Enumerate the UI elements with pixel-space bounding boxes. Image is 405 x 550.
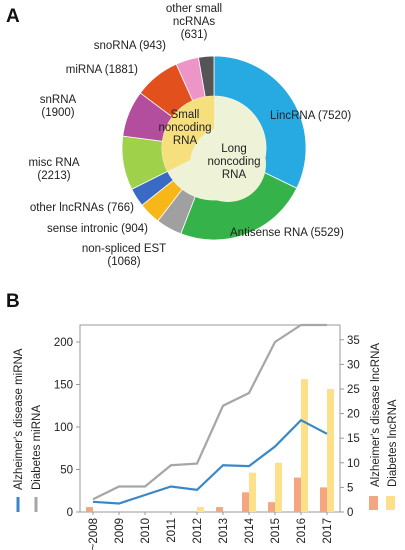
line-alzheimer-s-disease-mirna xyxy=(92,418,328,505)
x-tick-label: ~2008 xyxy=(88,518,100,550)
right-tick-label: 20 xyxy=(347,409,360,421)
legend-label-left: Diabetes miRNA xyxy=(31,405,43,490)
bar-diabetes-lncrna xyxy=(249,472,256,512)
panel-b-label: B xyxy=(6,291,20,312)
x-tick-label: 2017 xyxy=(322,518,334,544)
bar-diabetes-lncrna xyxy=(327,388,334,512)
bar-alzheimer-s-disease-lncrna xyxy=(242,492,249,512)
x-tick-label: 2011 xyxy=(166,518,178,543)
x-tick-label: 2009 xyxy=(114,518,126,544)
bar-alzheimer-s-disease-lncrna xyxy=(216,507,223,512)
right-tick-label: 10 xyxy=(347,458,360,470)
segment-label-snrna: snRNA (1900) xyxy=(40,94,77,119)
left-tick-label: 0 xyxy=(67,507,73,519)
inner-label-long: Long noncoding RNA xyxy=(207,143,260,181)
x-tick-label: 2010 xyxy=(140,518,152,544)
segment-label-snorna: snoRNA (943) xyxy=(94,40,166,52)
x-tick-label: 2013 xyxy=(218,518,230,544)
panel-a-label: A xyxy=(6,6,20,27)
bar-diabetes-lncrna xyxy=(275,462,282,512)
bar-diabetes-lncrna xyxy=(197,507,204,512)
combo-chart: 0 50 100 150 200 0 5 10 15 20 25 30 35 ~2008 2009 2010 2… xyxy=(13,323,399,550)
segment-label-lincrna: LincRNA (7520) xyxy=(270,110,351,122)
x-tick-label: 2012 xyxy=(192,518,204,544)
segment-label-misc-rna: misc RNA (2213) xyxy=(28,157,79,182)
bar-alzheimer-s-disease-lncrna xyxy=(294,477,301,512)
legend-label-left: Alzheimer's disease miRNA xyxy=(13,348,25,490)
bar-diabetes-lncrna xyxy=(301,379,308,512)
plot-frame xyxy=(79,324,341,513)
segment-label-antisense-rna: Antisense RNA (5529) xyxy=(230,227,344,239)
right-tick-label: 30 xyxy=(347,359,360,371)
legend-swatch-right xyxy=(386,496,395,510)
left-tick-label: 50 xyxy=(60,465,73,477)
left-tick-label: 150 xyxy=(54,380,73,392)
segment-label-sense-intronic: sense intronic (904) xyxy=(47,223,148,235)
x-tick-label: 2016 xyxy=(296,518,308,544)
segment-label-non-spliced-est: non-spliced EST (1068) xyxy=(82,243,166,268)
bar-alzheimer-s-disease-lncrna xyxy=(320,487,327,512)
segment-label-mirna: miRNA (1881) xyxy=(66,64,138,76)
inner-long-core xyxy=(190,126,266,202)
right-tick-label: 35 xyxy=(347,335,360,347)
x-tick-label: 2015 xyxy=(270,518,282,544)
legend-label-right: Alzheimer's disease lncRNA xyxy=(370,343,382,487)
legend-swatch-right xyxy=(369,496,378,510)
inner-label-small: Small noncoding RNA xyxy=(158,109,211,147)
left-tick-label: 100 xyxy=(54,422,73,434)
segment-label-other-small-ncrnas: other small ncRNAs (631) xyxy=(166,3,222,41)
right-tick-label: 5 xyxy=(347,482,353,494)
bar-alzheimer-s-disease-lncrna xyxy=(86,507,93,512)
line-diabetes-mirna xyxy=(92,323,327,501)
left-tick-label: 200 xyxy=(54,337,73,349)
bar-alzheimer-s-disease-lncrna xyxy=(268,502,275,512)
x-tick-label: 2014 xyxy=(244,517,256,543)
right-tick-label: 0 xyxy=(347,507,353,519)
right-tick-label: 25 xyxy=(347,384,360,396)
legend-label-right: Diabetes lncRNA xyxy=(387,399,399,487)
right-tick-label: 15 xyxy=(347,433,360,445)
segment-label-other-lncrnas: other lncRNAs (766) xyxy=(30,202,134,214)
